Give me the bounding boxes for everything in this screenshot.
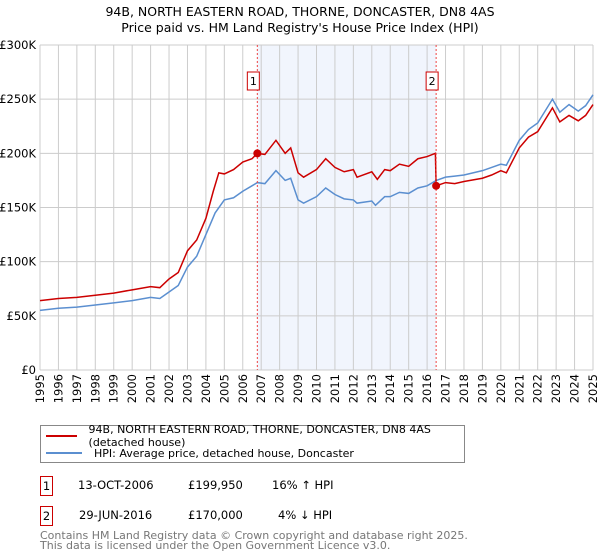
y-tick-label: £150K	[0, 201, 36, 215]
x-tick-label: 2004	[199, 374, 213, 403]
sale-label: 2	[429, 75, 436, 88]
chart-subtitle: Price paid vs. HM Land Registry's House …	[121, 20, 479, 35]
legend: 94B, NORTH EASTERN ROAD, THORNE, DONCAST…	[40, 423, 465, 463]
price-chart: 1995 1996 1997 1998 1999 2000 2001 2002 2003 2004…	[0, 38, 600, 403]
x-tick-label: 2020	[494, 374, 508, 403]
x-tick-label: 2015	[402, 374, 416, 403]
y-tick-label: £100K	[0, 255, 36, 269]
x-tick-label: 2014	[383, 374, 397, 403]
y-tick-label: £300K	[0, 38, 36, 52]
x-tick-label: 1999	[107, 374, 121, 403]
chart-title: 94B, NORTH EASTERN ROAD, THORNE, DONCAST…	[105, 4, 495, 19]
sale-label-box	[425, 71, 439, 91]
footer-copyright: Contains HM Land Registry data © Crown c…	[40, 529, 468, 542]
x-tick-label: 2010	[310, 374, 324, 403]
x-tick-label: 2018	[457, 374, 471, 403]
x-tick-label: 2011	[328, 374, 342, 403]
x-tick-label: 2000	[125, 374, 139, 403]
x-tick-label: 2003	[180, 374, 194, 403]
x-tick-label: 2019	[475, 374, 489, 403]
hpi-line	[39, 94, 594, 312]
legend-label: HPI: Average price, detached house, Donc…	[94, 446, 354, 460]
x-tick-label: 2008	[273, 374, 287, 403]
transaction-price: £170,000	[188, 508, 243, 522]
marker-badge: 2	[40, 506, 53, 526]
transaction-date: 29-JUN-2016	[79, 508, 153, 522]
x-tick-label: 2017	[439, 374, 453, 403]
sale-label: 1	[250, 75, 257, 88]
legend-item-property: 94B, NORTH EASTERN ROAD, THORNE, DONCAST…	[46, 423, 464, 449]
x-tick-label: 2025	[586, 374, 600, 403]
x-tick-label: 2002	[162, 374, 176, 403]
blue-line-swatch	[46, 452, 82, 454]
x-tick-label: 1995	[33, 374, 47, 403]
footer-licence: This data is licensed under the Open Gov…	[40, 539, 391, 552]
x-tick-label: 2006	[236, 374, 250, 403]
y-tick-label: £250K	[0, 92, 36, 106]
x-tick-label: 2021	[512, 374, 526, 403]
marker-badge: 1	[40, 476, 53, 496]
transaction-hpi: 16% ↑ HPI	[272, 478, 334, 492]
y-tick-label: £50K	[7, 309, 37, 323]
y-tick-label: £0	[21, 363, 36, 377]
red-line-swatch	[46, 435, 77, 437]
x-tick-label: 2013	[365, 374, 379, 403]
x-tick-label: 2024	[568, 374, 582, 403]
x-tick-label: 1997	[70, 374, 84, 403]
x-tick-label: 2009	[291, 374, 305, 403]
x-tick-label: 2012	[346, 374, 360, 403]
transaction-date: 13-OCT-2006	[78, 478, 154, 492]
x-tick-label: 2001	[144, 374, 158, 403]
x-tick-label: 1996	[51, 374, 65, 403]
x-tick-label: 2022	[531, 374, 545, 403]
x-tick-label: 2007	[254, 374, 268, 403]
transaction-price: £199,950	[188, 478, 243, 492]
y-tick-label: £200K	[0, 146, 36, 160]
property-price-line	[39, 104, 594, 302]
sale-point	[432, 181, 441, 190]
legend-item-hpi: HPI: Average price, detached house, Donc…	[46, 446, 354, 460]
x-tick-label: 2023	[549, 374, 563, 403]
legend-label: 94B, NORTH EASTERN ROAD, THORNE, DONCAST…	[88, 423, 431, 449]
transaction-hpi: 4% ↓ HPI	[278, 508, 333, 522]
x-tick-label: 2005	[217, 374, 231, 403]
sale-label-box	[246, 71, 260, 91]
x-tick-label: 1998	[88, 374, 102, 403]
sale-point	[253, 149, 262, 158]
x-tick-label: 2016	[420, 374, 434, 403]
